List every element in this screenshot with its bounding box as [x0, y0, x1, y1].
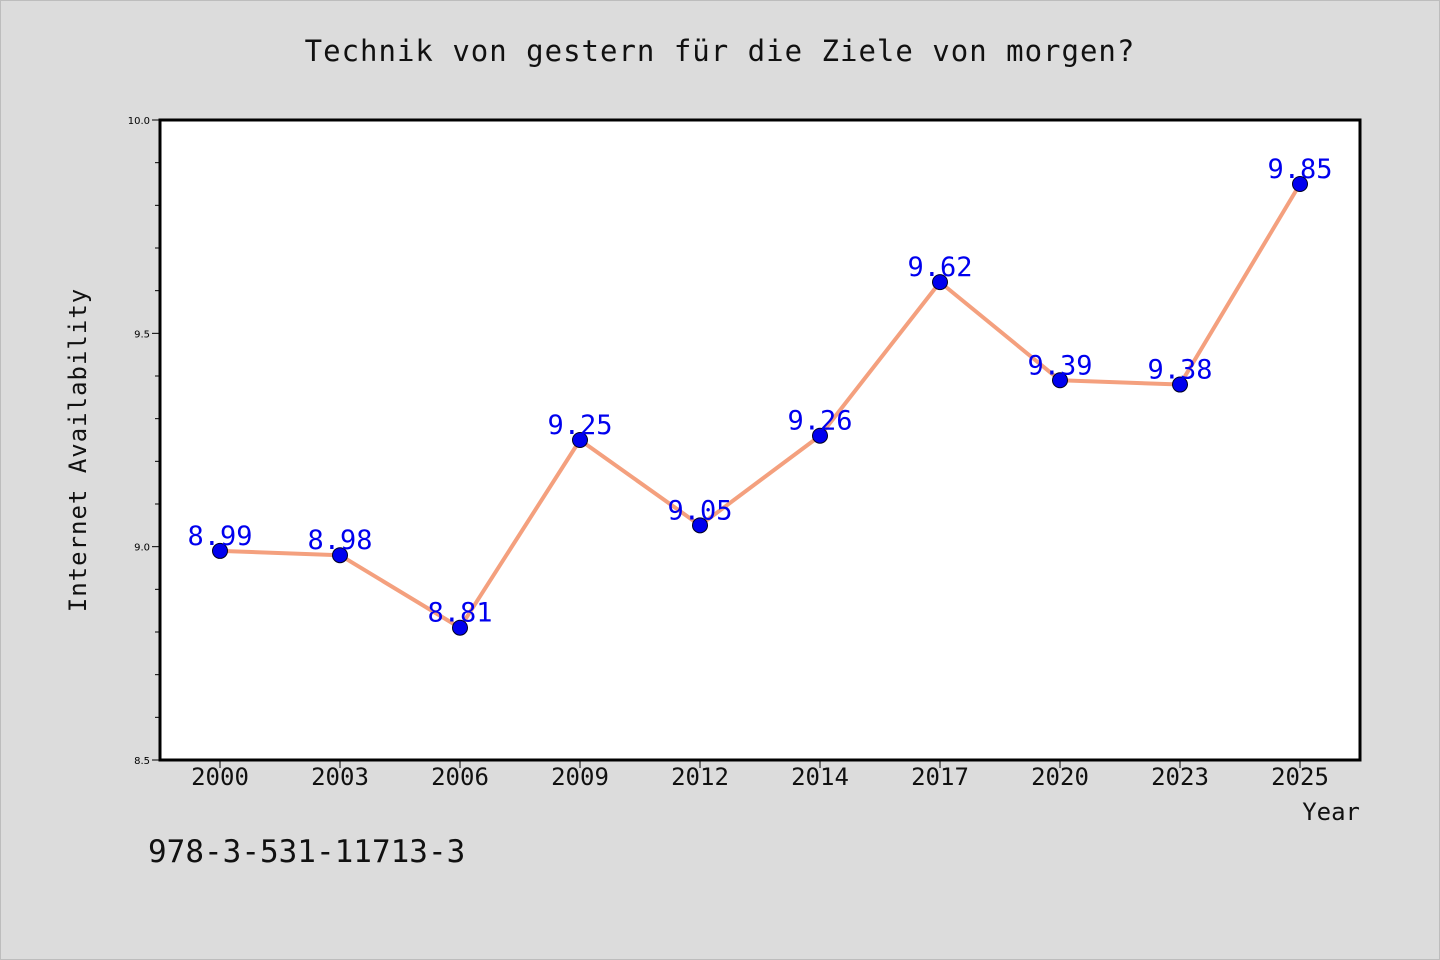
- data-point: [212, 542, 228, 559]
- data-labels: 8.99 8.98 8.81 9.25 9.05 9.26 9.62 9.39 9.38 9.85: [187, 154, 1332, 629]
- data-point: [452, 619, 468, 636]
- data-label: 8.99: [187, 521, 252, 552]
- y-tick-label: 9.0: [134, 543, 150, 554]
- x-tick-label: 2014: [791, 763, 849, 791]
- x-tick-label: 2017: [911, 763, 969, 791]
- data-point: [692, 517, 708, 534]
- x-tick-label: 2023: [1151, 763, 1209, 791]
- data-point: [812, 427, 828, 444]
- x-tick-label: 2020: [1031, 763, 1089, 791]
- y-axis: 8.5 9.0 9.5 10.0: [128, 116, 160, 767]
- data-point: [572, 432, 588, 448]
- data-points: [212, 176, 1308, 636]
- data-label: 9.39: [1027, 350, 1092, 381]
- isbn-text: 978-3-531-11713-3: [148, 834, 466, 870]
- y-tick-label: 9.5: [134, 329, 150, 340]
- data-label: 9.25: [547, 410, 612, 441]
- data-point: [1052, 372, 1068, 389]
- series-line: [219, 182, 1302, 630]
- data-label: 8.98: [307, 525, 372, 556]
- y-axis-label: Internet Availability: [64, 288, 92, 612]
- plot-area: [158, 118, 1362, 762]
- data-label: 9.85: [1267, 154, 1332, 185]
- x-tick-label: 2012: [671, 763, 729, 791]
- x-axis: 2000 2003 2006 2009 2012 2014 2017 2020 2023 2025: [191, 760, 1329, 791]
- data-label: 8.81: [427, 598, 492, 629]
- x-axis-label: Year: [1302, 798, 1360, 826]
- x-tick-label: 2009: [551, 763, 609, 791]
- data-point: [1172, 376, 1188, 393]
- x-tick-label: 2000: [191, 763, 249, 791]
- data-label: 9.26: [787, 406, 852, 437]
- y-tick-label: 8.5: [134, 756, 150, 767]
- data-point: [932, 274, 948, 291]
- data-label: 9.38: [1147, 355, 1212, 386]
- y-tick-label: 10.0: [128, 116, 150, 127]
- x-tick-label: 2025: [1271, 763, 1329, 791]
- x-tick-label: 2006: [431, 763, 489, 791]
- data-point: [1292, 176, 1308, 192]
- chart-title: Technik von gestern für die Ziele von mo…: [304, 34, 1136, 68]
- data-label: 9.05: [667, 495, 732, 526]
- data-label: 9.62: [907, 252, 972, 283]
- x-tick-label: 2003: [311, 763, 369, 791]
- data-point: [332, 547, 348, 564]
